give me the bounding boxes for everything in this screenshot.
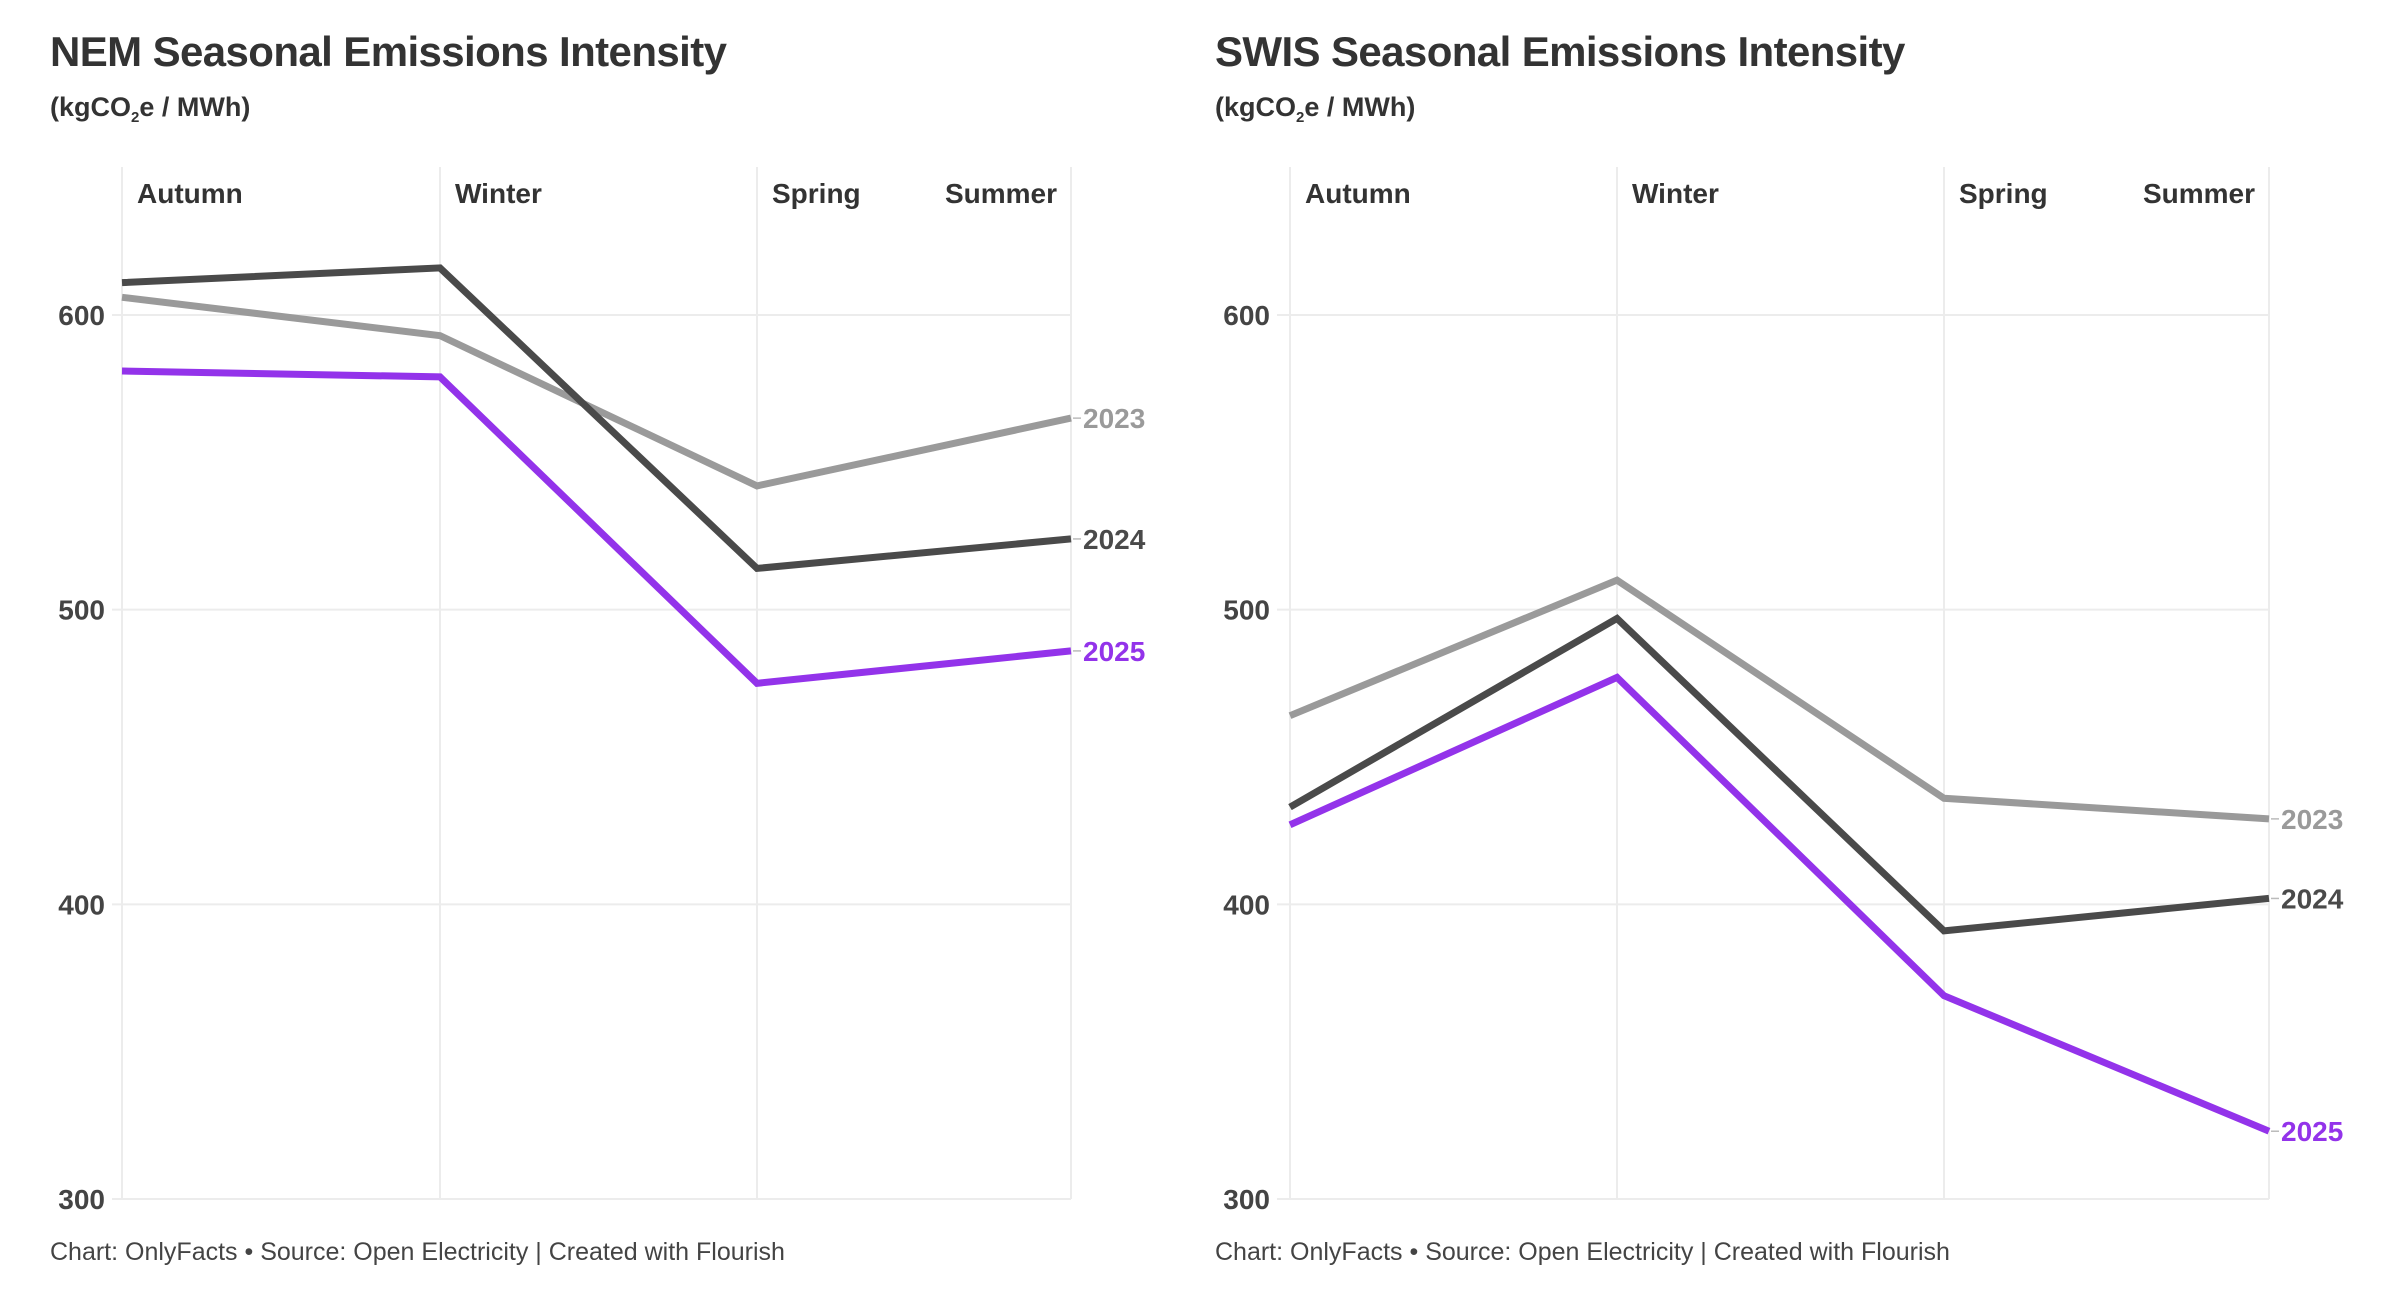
swis-chart-panel: SWIS Seasonal Emissions Intensity (kgCO2… [1165, 0, 2365, 1301]
chart-title: SWIS Seasonal Emissions Intensity [1215, 28, 1905, 75]
series-label-2023: 2023 [1083, 403, 1145, 434]
season-label-autumn: Autumn [1305, 178, 1411, 209]
y-tick-label: 400 [58, 889, 105, 920]
y-tick-label: 500 [1223, 595, 1270, 626]
subtitle-pre: (kgCO [50, 92, 131, 122]
y-tick-label: 600 [1223, 300, 1270, 331]
subtitle-subscript: 2 [131, 109, 140, 126]
series-label-2025: 2025 [2281, 1116, 2343, 1147]
chart-subtitle: (kgCO2e / MWh) [50, 92, 250, 126]
chart-title: NEM Seasonal Emissions Intensity [50, 28, 727, 75]
subtitle-subscript: 2 [1296, 109, 1305, 126]
season-label-spring: Spring [1959, 178, 2048, 209]
season-label-winter: Winter [455, 178, 542, 209]
season-label-autumn: Autumn [137, 178, 243, 209]
y-tick-label: 300 [1223, 1184, 1270, 1215]
chart-footer: Chart: OnlyFacts • Source: Open Electric… [50, 1238, 785, 1266]
series-line-2025 [121, 367, 1072, 687]
series-label-2023: 2023 [2281, 804, 2343, 835]
y-tick-label: 400 [1223, 889, 1270, 920]
season-label-summer: Summer [2143, 178, 2255, 209]
series-label-2024: 2024 [2281, 883, 2344, 914]
series-line-2023 [121, 293, 1072, 490]
series-label-2025: 2025 [1083, 636, 1145, 667]
nem-plot: 300 400 500 600 Autumn Winter Spring Summer 2023… [58, 167, 1146, 1215]
y-tick-label: 500 [58, 595, 105, 626]
series-line-2023 [1288, 576, 2270, 823]
y-tick-label: 300 [58, 1184, 105, 1215]
season-label-spring: Spring [772, 178, 861, 209]
series-label-2024: 2024 [1083, 524, 1146, 555]
series-line-2024 [121, 264, 1072, 573]
subtitle-post: e / MWh) [1304, 92, 1416, 122]
nem-chart-panel: NEM Seasonal Emissions Intensity (kgCO2e… [50, 28, 1146, 1266]
subtitle-pre: (kgCO [1215, 92, 1296, 122]
y-tick-label: 600 [58, 300, 105, 331]
chart-subtitle: (kgCO2e / MWh) [1215, 92, 1415, 126]
swis-plot: 300 400 500 600 Autumn Winter Spring Summer 2023… [1223, 167, 2344, 1215]
subtitle-post: e / MWh) [139, 92, 251, 122]
season-label-summer: Summer [945, 178, 1057, 209]
chart-footer: Chart: OnlyFacts • Source: Open Electric… [1215, 1238, 1950, 1266]
series-line-2025 [1288, 673, 2271, 1135]
season-label-winter: Winter [1632, 178, 1719, 209]
series-line-2024 [1288, 614, 2270, 935]
